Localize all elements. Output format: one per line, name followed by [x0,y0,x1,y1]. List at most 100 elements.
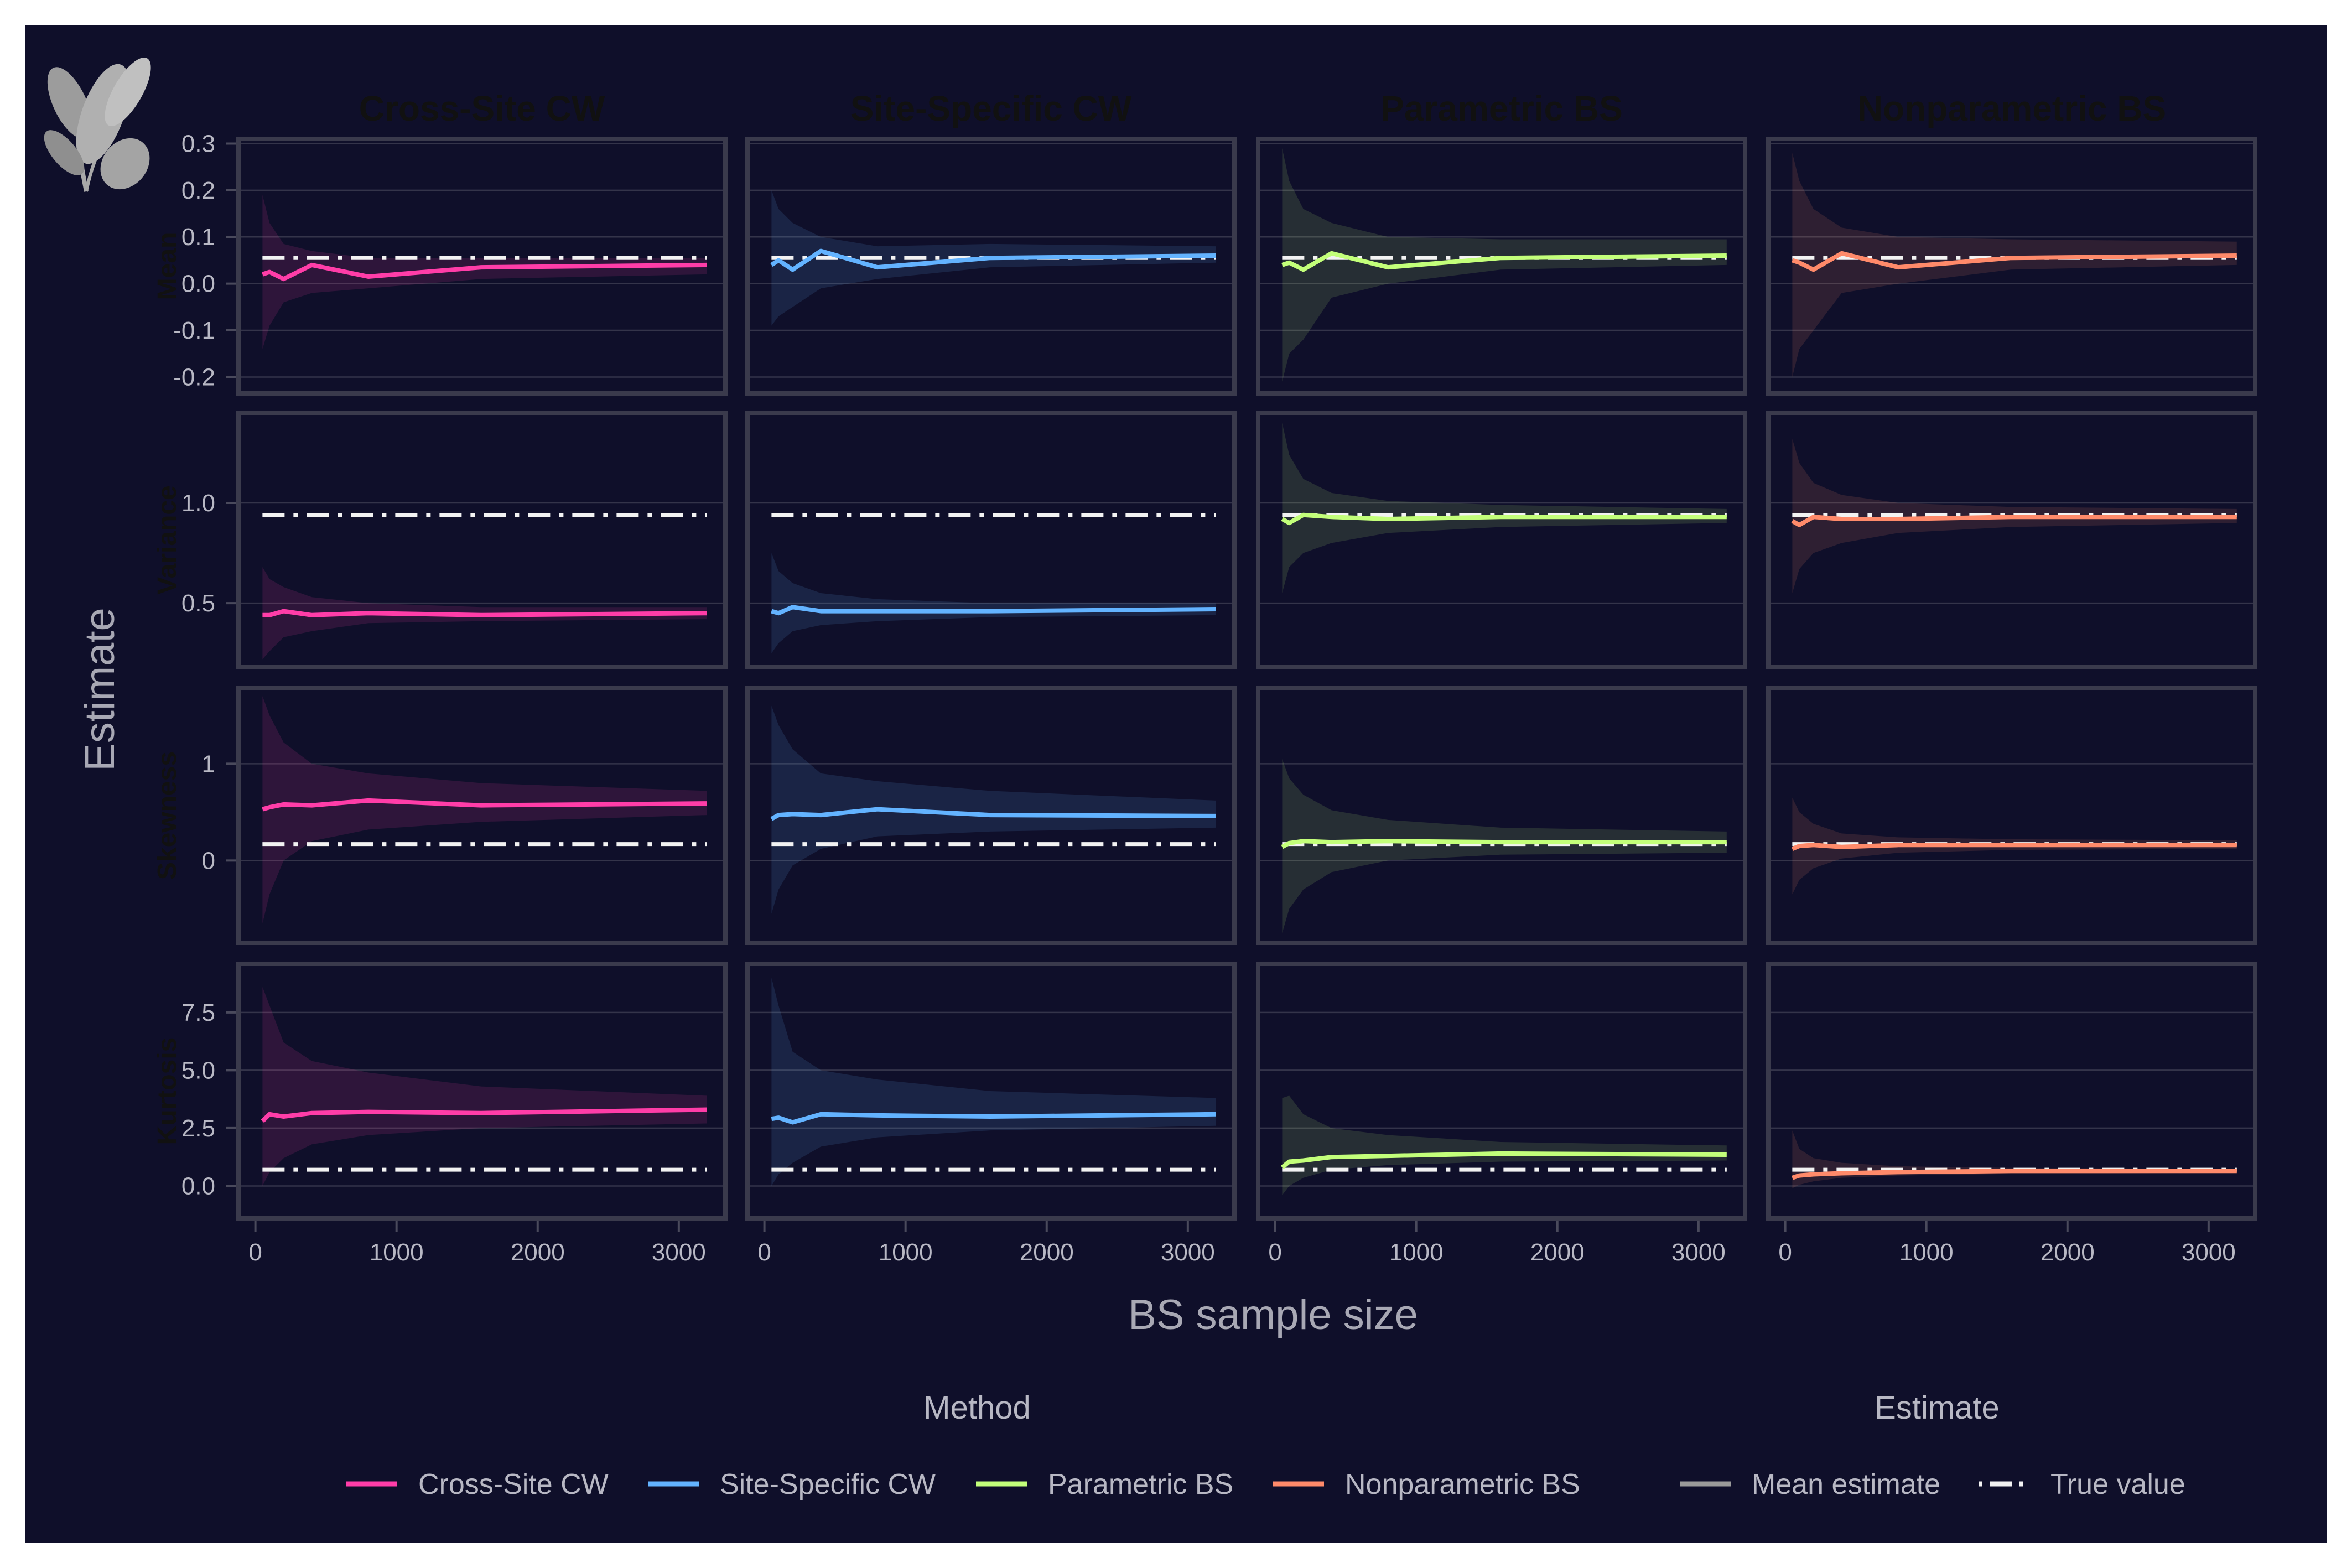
y-tick-label: 0.1 [181,224,215,251]
x-tick-label: 1000 [1389,1239,1444,1266]
legend-label: Nonparametric BS [1345,1468,1580,1500]
legend-label: Mean estimate [1752,1468,1940,1500]
mean-estimate-line [262,609,707,617]
mean-estimate-line [770,807,1216,821]
panel-skewness-cross-site-cw [236,686,728,945]
legend-item-parametric-bs: Parametric BS [976,1468,1233,1500]
y-axis-title: Estimate [76,608,123,771]
column-strip-nonparametric-bs: Nonparametric BS [1857,89,2166,128]
mean-estimate-line [1281,839,1727,849]
panel-variance-cross-site-cw [236,411,728,669]
x-tick-label: 3000 [1671,1239,1726,1266]
x-tick-label: 3000 [652,1239,706,1266]
legend-title-method: Method [923,1390,1030,1426]
x-tick-label: 3000 [2182,1239,2236,1266]
interval-band [262,195,707,349]
interval-band [771,553,1216,653]
panel-frame [1256,962,1747,1221]
x-axis-title: BS sample size [1128,1291,1418,1338]
y-tick-label: 1.0 [181,490,215,517]
mean-estimate-line [1281,512,1727,526]
mean-estimate-line [1281,251,1727,272]
column-strip-site-specific-cw: Site-Specific CW [850,89,1132,128]
y-tick-label: 0.0 [181,271,215,298]
panel-frame [745,962,1237,1221]
panel-variance-parametric-bs [1256,411,1747,669]
panel-kurtosis-nonparametric-bs [1766,962,2257,1221]
x-tick-label: 0 [248,1239,262,1266]
x-tick-label: 1000 [1899,1239,1954,1266]
x-tick-label: 1000 [370,1239,424,1266]
mean-estimate-line [1792,251,2237,272]
x-tick-label: 2000 [511,1239,565,1266]
x-tick-label: 2000 [1530,1239,1585,1266]
panel-frame [1766,137,2257,396]
panel-mean-nonparametric-bs [1766,137,2257,396]
mean-estimate-line [770,248,1216,272]
panel-kurtosis-site-specific-cw [745,962,1237,1221]
plant-logo-icon [44,57,151,192]
x-tick-label: 0 [757,1239,771,1266]
legend: Method Estimate Cross-Site CW Site-Specific… [346,1390,2185,1500]
y-tick-label: 0.3 [181,130,215,157]
legend-item-cross-site-cw: Cross-Site CW [346,1468,609,1500]
panel-frame [1766,962,2257,1221]
interval-band [262,987,707,1186]
x-tick-label: 2000 [2041,1239,2095,1266]
mean-estimate-line [1791,843,2237,852]
interval-band [1282,1095,1727,1196]
interval-band [771,978,1216,1186]
x-tick-label: 3000 [1161,1239,1215,1266]
interval-band [771,705,1216,914]
panel-skewness-nonparametric-bs [1766,686,2257,945]
row-strip-skewness: Skewness [153,751,182,880]
x-tick-label: 0 [1778,1239,1792,1266]
x-tick-label: 0 [1268,1239,1281,1266]
x-tick-label: 2000 [1020,1239,1074,1266]
legend-title-estimate: Estimate [1875,1390,2000,1426]
chart: Cross-Site CW Site-Specific CW Parametric … [44,57,2257,1500]
panel-frame [236,962,728,1221]
figure-background: Cross-Site CW Site-Specific CW Parametric … [25,25,2327,1543]
panel-mean-parametric-bs [1256,137,1747,396]
panel-skewness-parametric-bs [1256,686,1747,945]
mean-estimate-line [771,605,1216,616]
x-tick-label: 1000 [879,1239,933,1266]
y-tick-label: 0.2 [181,177,215,204]
y-tick-label: -0.2 [173,364,215,391]
legend-label: Parametric BS [1048,1468,1233,1500]
panel-kurtosis-cross-site-cw [236,962,728,1221]
interval-band [1282,423,1727,593]
mean-estimate-line [262,798,707,812]
y-tick-label: 1 [202,750,215,777]
panel-mean-site-specific-cw [745,137,1237,396]
mean-estimate-line [771,1112,1216,1125]
panel-kurtosis-parametric-bs [1256,962,1747,1221]
panel-frame [745,137,1237,396]
row-strip-variance: Variance [153,485,182,594]
panel-frame [745,411,1237,669]
y-tick-label: 0 [202,847,215,874]
mean-estimate-line [261,1107,707,1123]
legend-label: Cross-Site CW [418,1468,609,1500]
legend-label: Site-Specific CW [720,1468,936,1500]
panel-frame [1766,686,2257,945]
column-strip-parametric-bs: Parametric BS [1380,89,1623,128]
y-tick-label: -0.1 [173,317,215,344]
row-strip-mean: Mean [153,232,182,300]
panel-variance-site-specific-cw [745,411,1237,669]
y-tick-label: 5.0 [181,1057,215,1084]
legend-item-site-specific-cw: Site-Specific CW [648,1468,936,1500]
mean-estimate-line [262,262,707,282]
column-strip-cross-site-cw: Cross-Site CW [359,89,605,128]
legend-item-nonparametric-bs: Nonparametric BS [1273,1468,1580,1500]
row-strip-kurtosis: Kurtosis [153,1037,182,1145]
legend-item-true-value: True value [1979,1468,2185,1500]
mean-estimate-line [1280,1151,1727,1170]
panel-frame [1256,411,1747,669]
panel-frame [1256,686,1747,945]
y-tick-label: 0.5 [181,590,215,617]
interval-band [1282,759,1727,933]
legend-item-mean-estimate: Mean estimate [1680,1468,1940,1500]
panel-frame [1256,137,1747,396]
